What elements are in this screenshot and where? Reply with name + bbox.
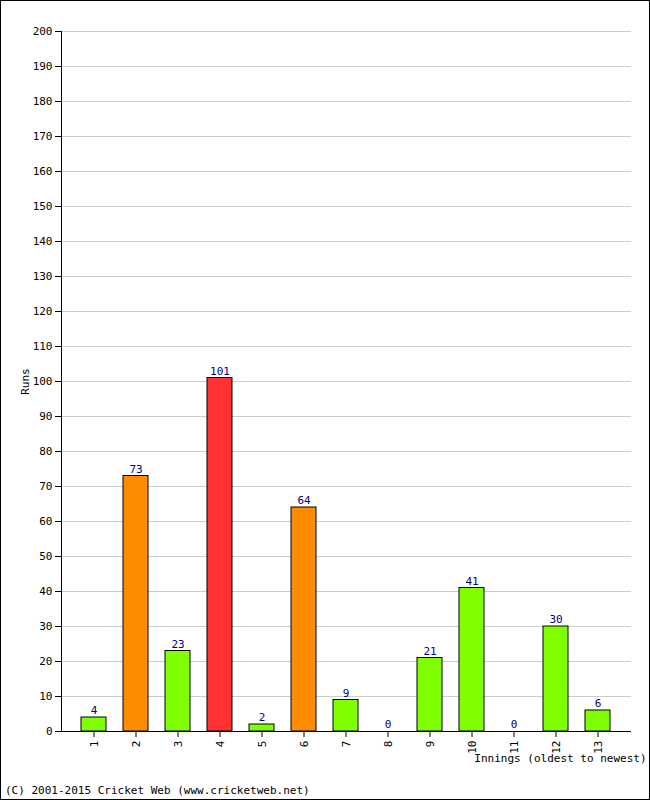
svg-text:11: 11 — [507, 740, 521, 754]
svg-text:9: 9 — [343, 687, 350, 700]
svg-text:170: 170 — [33, 130, 53, 143]
svg-text:7: 7 — [340, 741, 353, 748]
svg-text:101: 101 — [210, 365, 230, 378]
svg-text:6: 6 — [298, 741, 311, 748]
svg-text:0: 0 — [511, 718, 518, 731]
svg-text:41: 41 — [465, 575, 478, 588]
svg-text:3: 3 — [172, 741, 185, 748]
svg-text:130: 130 — [33, 270, 53, 283]
svg-text:150: 150 — [33, 200, 53, 213]
svg-text:110: 110 — [33, 340, 53, 353]
svg-text:140: 140 — [33, 235, 53, 248]
svg-text:2: 2 — [259, 711, 266, 724]
svg-text:190: 190 — [33, 60, 53, 73]
svg-text:5: 5 — [256, 741, 269, 748]
svg-text:40: 40 — [39, 585, 52, 598]
svg-text:Innings (oldest to newest): Innings (oldest to newest) — [474, 752, 646, 765]
svg-text:200: 200 — [33, 25, 53, 38]
svg-text:20: 20 — [39, 655, 52, 668]
svg-text:8: 8 — [382, 741, 395, 748]
svg-text:Runs: Runs — [19, 368, 32, 395]
svg-text:23: 23 — [171, 638, 184, 651]
svg-text:12: 12 — [549, 740, 563, 754]
svg-text:1: 1 — [88, 741, 101, 748]
svg-text:21: 21 — [423, 645, 436, 658]
svg-text:120: 120 — [33, 305, 53, 318]
svg-text:80: 80 — [39, 445, 52, 458]
svg-text:180: 180 — [33, 95, 53, 108]
svg-text:160: 160 — [33, 165, 53, 178]
svg-text:70: 70 — [39, 480, 52, 493]
svg-text:50: 50 — [39, 550, 52, 563]
svg-text:13: 13 — [591, 740, 605, 754]
svg-text:60: 60 — [39, 515, 52, 528]
svg-text:9: 9 — [424, 741, 437, 748]
svg-text:30: 30 — [39, 620, 52, 633]
svg-text:30: 30 — [549, 613, 562, 626]
svg-text:0: 0 — [385, 718, 392, 731]
svg-text:90: 90 — [39, 410, 52, 423]
html-text:(C) 2001-2015 Cricket Web (www: (C) 2001-2015 Cricket Web (www.cricketwe… — [5, 784, 310, 797]
svg-text:2: 2 — [130, 741, 143, 748]
svg-text:10: 10 — [39, 690, 52, 703]
svg-text:100: 100 — [33, 375, 53, 388]
svg-text:6: 6 — [595, 697, 602, 710]
svg-text:73: 73 — [129, 463, 142, 476]
svg-text:4: 4 — [91, 704, 98, 717]
svg-text:4: 4 — [214, 740, 227, 747]
svg-text:0: 0 — [46, 725, 53, 738]
svg-text:10: 10 — [465, 740, 479, 754]
svg-text:64: 64 — [297, 494, 311, 507]
